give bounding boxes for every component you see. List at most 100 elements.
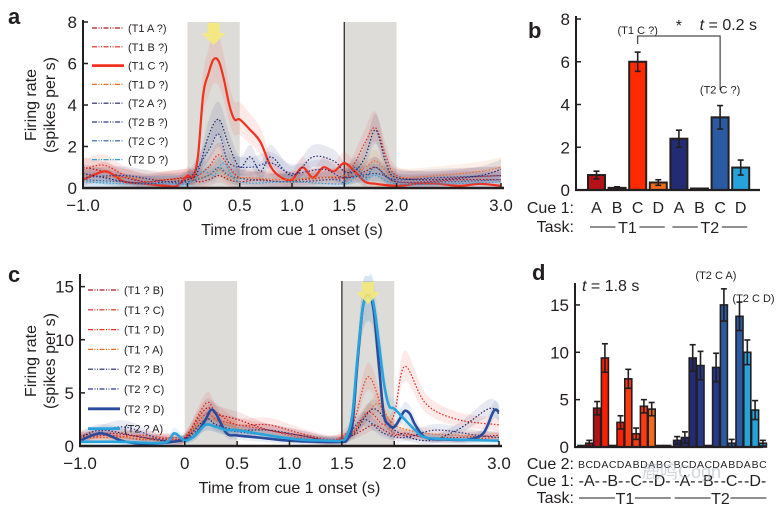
title-variable: t — [582, 278, 587, 295]
y-axis-label-line: (spikes per s) — [42, 57, 59, 153]
x-tick-label: 1.0 — [280, 196, 304, 215]
legend-label: (T1 ? C) — [124, 305, 164, 317]
bar — [742, 351, 752, 448]
cue1-group-label: -A- — [674, 473, 695, 490]
cue2-label: D — [617, 459, 625, 471]
legend-label: (T1 ? B) — [124, 285, 164, 297]
cue1-row-label: Cue 1: — [527, 200, 574, 217]
y-tick-label: 4 — [561, 96, 570, 115]
task-row-label: Task: — [537, 219, 574, 236]
y-tick-label: 6 — [68, 55, 77, 74]
y-tick-label: 15 — [55, 278, 74, 297]
panel-title: t = 0.2 s — [700, 17, 757, 34]
y-tick-label: 5 — [560, 391, 569, 410]
cue2-label: A — [720, 459, 727, 471]
y-tick-label: 2 — [561, 138, 570, 157]
task-label: T1 — [618, 220, 637, 237]
cue1-row-label: Cue 1: — [527, 473, 574, 490]
series-line — [82, 160, 502, 181]
cue2-label: C — [759, 459, 767, 471]
cue1-group-label: -C- — [721, 473, 743, 490]
cue2-label: A — [648, 459, 655, 471]
x-tick-label: 2.0 — [385, 196, 409, 215]
y-tick-label: 2 — [68, 138, 77, 157]
x-tick-label: 1.5 — [332, 196, 356, 215]
cue2-label: D — [689, 459, 697, 471]
y-axis-label-line: Firing rate — [23, 325, 40, 397]
cue2-label: C — [586, 459, 594, 471]
task-row-label: Task: — [537, 490, 574, 507]
sem-band — [80, 362, 499, 445]
y-tick-label: 0 — [560, 438, 569, 457]
cue1-category-label: B — [694, 200, 705, 217]
cue1-category-label: D — [653, 200, 665, 217]
cue2-label: C — [664, 459, 672, 471]
x-tick-label: 3.0 — [487, 454, 511, 473]
series-line — [82, 118, 502, 185]
legend-label: (T1 ? D) — [124, 325, 164, 337]
cue2-label: C — [609, 459, 617, 471]
sem-band — [83, 156, 501, 189]
x-tick-label: 2.0 — [382, 454, 406, 473]
cue1-group-label: -D- — [648, 473, 670, 490]
legend-label: (T1 C ?) — [128, 61, 168, 73]
task-label: T1 — [616, 491, 635, 508]
cue2-label: C — [681, 459, 689, 471]
legend-label: (T1 D ?) — [128, 79, 168, 91]
cue1-category-label: C — [714, 200, 726, 217]
cue1-group-label: -D- — [744, 473, 766, 490]
x-axis-label: Time from cue 1 onset (s) — [201, 222, 383, 239]
y-axis-label: Firing rate (spikes per s) — [23, 313, 59, 409]
series-line — [79, 407, 500, 442]
sem-band — [83, 111, 501, 189]
series-line — [79, 295, 500, 445]
cue2-label: D — [593, 459, 601, 471]
y-tick-label: 4 — [68, 96, 77, 115]
legend-label: (T2 C ?) — [128, 136, 168, 148]
highlight-arrow — [356, 282, 381, 304]
cue2-label: B — [674, 459, 681, 471]
cue1-group-label: -A- — [579, 473, 600, 490]
cue1-category-label: A — [591, 200, 602, 217]
shaded-epoch — [187, 22, 240, 188]
y-tick-label: 0 — [68, 179, 77, 198]
series-line — [82, 133, 502, 184]
legend-label: (T2 ? D) — [124, 404, 164, 416]
y-tick-label: 15 — [550, 296, 569, 315]
cue2-label: A — [744, 459, 751, 471]
legend-label: (T1 ? A) — [124, 344, 163, 356]
legend-label: (T2 D ?) — [128, 155, 168, 167]
cue2-label: B — [728, 459, 735, 471]
title-value: = 0.2 s — [704, 17, 757, 34]
y-axis-label-line: (spikes per s) — [42, 313, 59, 409]
highlight-arrow — [201, 23, 226, 45]
cue1-group-label: -B- — [698, 473, 719, 490]
cue2-label: C — [705, 459, 713, 471]
x-tick-label: −1.0 — [63, 454, 97, 473]
bar-annotation: (T2 C ?) — [700, 85, 740, 97]
x-tick-label: 0 — [180, 454, 189, 473]
bar-annotation: (T2 C A) — [695, 270, 736, 282]
sem-band — [83, 118, 501, 189]
x-tick-label: 0.5 — [228, 196, 252, 215]
y-tick-label: 8 — [561, 10, 570, 29]
y-axis-label-line: Firing rate — [23, 69, 40, 141]
series-line — [82, 166, 502, 185]
panel-label: d — [532, 260, 545, 285]
y-tick-label: 10 — [550, 343, 569, 362]
significance-bracket — [637, 35, 721, 90]
x-axis-label: Time from cue 1 onset (s) — [199, 480, 381, 497]
series-line — [82, 162, 502, 186]
title-variable: t — [700, 17, 705, 34]
legend-label: (T2 ? B) — [124, 364, 164, 376]
cue2-label: B — [578, 459, 585, 471]
cue2-label: A — [601, 459, 608, 471]
x-tick-label: 0.5 — [225, 454, 249, 473]
x-tick-label: 0 — [183, 196, 192, 215]
cue2-label: D — [736, 459, 744, 471]
series-line — [82, 57, 502, 188]
bar — [719, 304, 729, 448]
legend-label: (T2 ? A) — [124, 424, 163, 436]
